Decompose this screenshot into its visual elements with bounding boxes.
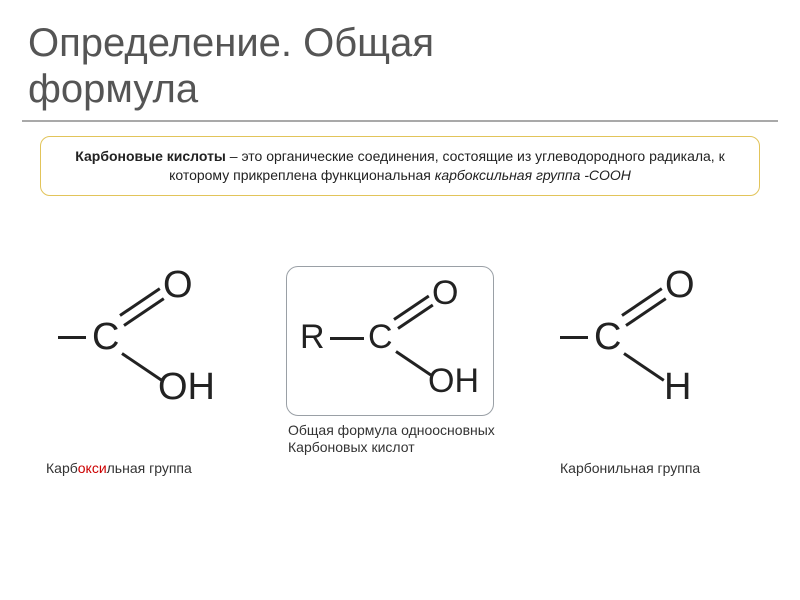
left-caption-post: льная группа (107, 460, 192, 476)
left-caption-pre: Карб (46, 460, 78, 476)
center-caption-line-2: Карбоновых кислот (288, 439, 415, 455)
right-carbon: C (594, 316, 621, 359)
left-single-bond (121, 352, 162, 381)
title-line-1: Определение. Общая (28, 21, 434, 65)
right-entry-bond (560, 336, 588, 339)
diagram-area: C O OH Карбоксильная группа R C O OH Общ… (0, 206, 800, 536)
page-title: Определение. Общая формула (0, 0, 800, 120)
center-r: R (300, 318, 325, 357)
title-line-2: формула (28, 67, 198, 111)
left-entry-bond (58, 336, 86, 339)
right-hydrogen: H (664, 366, 691, 409)
left-caption: Карбоксильная группа (46, 460, 192, 478)
right-oxygen: O (665, 264, 695, 307)
left-oxygen-top: O (163, 264, 193, 307)
center-carbon: C (368, 318, 393, 357)
title-underline (22, 120, 778, 122)
center-oxygen-top: O (432, 274, 458, 313)
center-oh: OH (428, 362, 479, 401)
center-caption-line-1: Общая формула одноосновных (288, 422, 495, 438)
right-caption: Карбонильная группа (560, 460, 700, 478)
left-oh: OH (158, 366, 215, 409)
right-single-bond (623, 352, 664, 381)
left-caption-red: окси (78, 460, 107, 476)
right-dbl-2 (625, 297, 666, 326)
left-carbon: C (92, 316, 119, 359)
definition-term: Карбоновые кислоты (75, 148, 226, 164)
definition-box: Карбоновые кислоты – это органические со… (40, 136, 760, 196)
center-r-c-bond (330, 337, 364, 340)
definition-italic: карбоксильная группа -COOH (435, 167, 631, 183)
left-dbl-bond-2 (123, 297, 164, 326)
center-caption: Общая формула одноосновных Карбоновых ки… (288, 422, 495, 457)
